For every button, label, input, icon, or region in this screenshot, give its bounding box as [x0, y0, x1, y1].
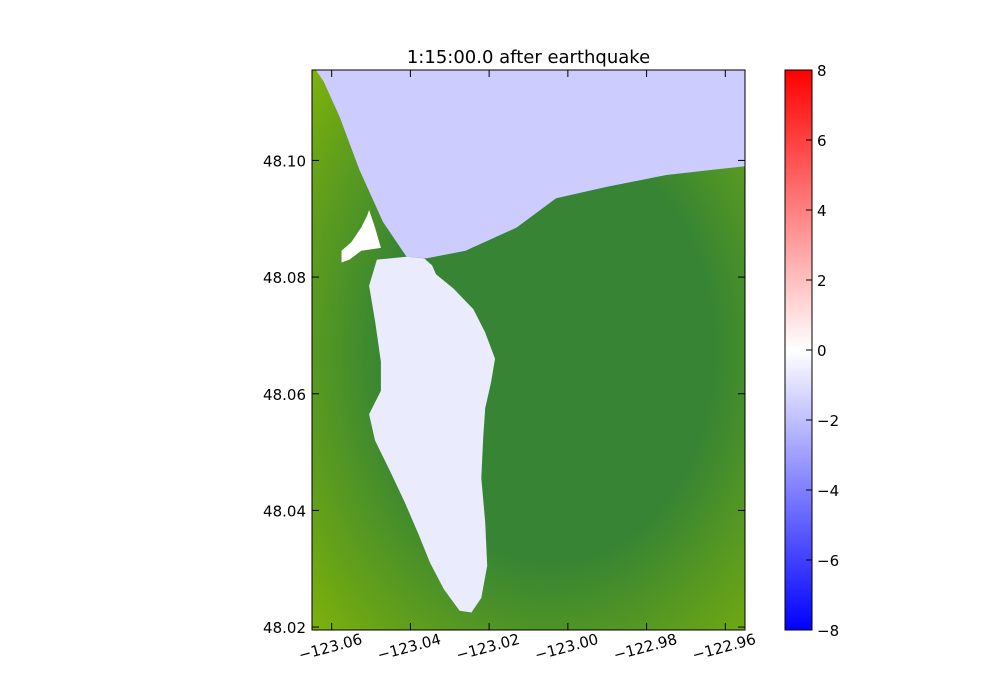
colorbar: −8 −6 −4 −2 0 2 4 6 8 [784, 62, 839, 640]
colorbar-tick-label: 8 [817, 62, 827, 80]
colorbar-tick-label: −6 [817, 552, 839, 570]
y-axis: 48.02 48.04 48.06 48.08 48.10 [263, 152, 745, 637]
bay-water-region [369, 256, 495, 613]
lagoon-region [341, 210, 381, 263]
colorbar-tick-label: 6 [817, 132, 827, 150]
colorbar-tick-label: −2 [817, 412, 839, 430]
x-tick-label: −123.04 [375, 630, 443, 664]
plot-frame [311, 69, 746, 631]
x-tick-label: −122.96 [690, 630, 758, 664]
x-tick-label: −122.98 [612, 630, 680, 664]
x-tick-label: −123.06 [297, 630, 365, 664]
colorbar-tick-label: 0 [817, 342, 827, 360]
open-water-region [315, 70, 745, 259]
y-tick-label: 48.04 [263, 502, 306, 520]
y-tick-label: 48.10 [263, 152, 306, 170]
colorbar-tick-label: −8 [817, 622, 839, 640]
y-tick-label: 48.08 [263, 269, 306, 287]
colorbar-tick-label: 2 [817, 272, 827, 290]
y-tick-label: 48.06 [263, 386, 306, 404]
colorbar-tick-label: −4 [817, 482, 839, 500]
y-tick-label: 48.02 [263, 619, 306, 637]
colorbar-tick-label: 4 [817, 202, 827, 220]
x-tick-label: −123.00 [533, 630, 601, 664]
plot-area [312, 70, 745, 630]
x-tick-label: −123.02 [454, 630, 522, 664]
chart-title: 1:15:00.0 after earthquake [407, 47, 650, 68]
colorbar-ticks: −8 −6 −4 −2 0 2 4 6 8 [806, 62, 839, 640]
